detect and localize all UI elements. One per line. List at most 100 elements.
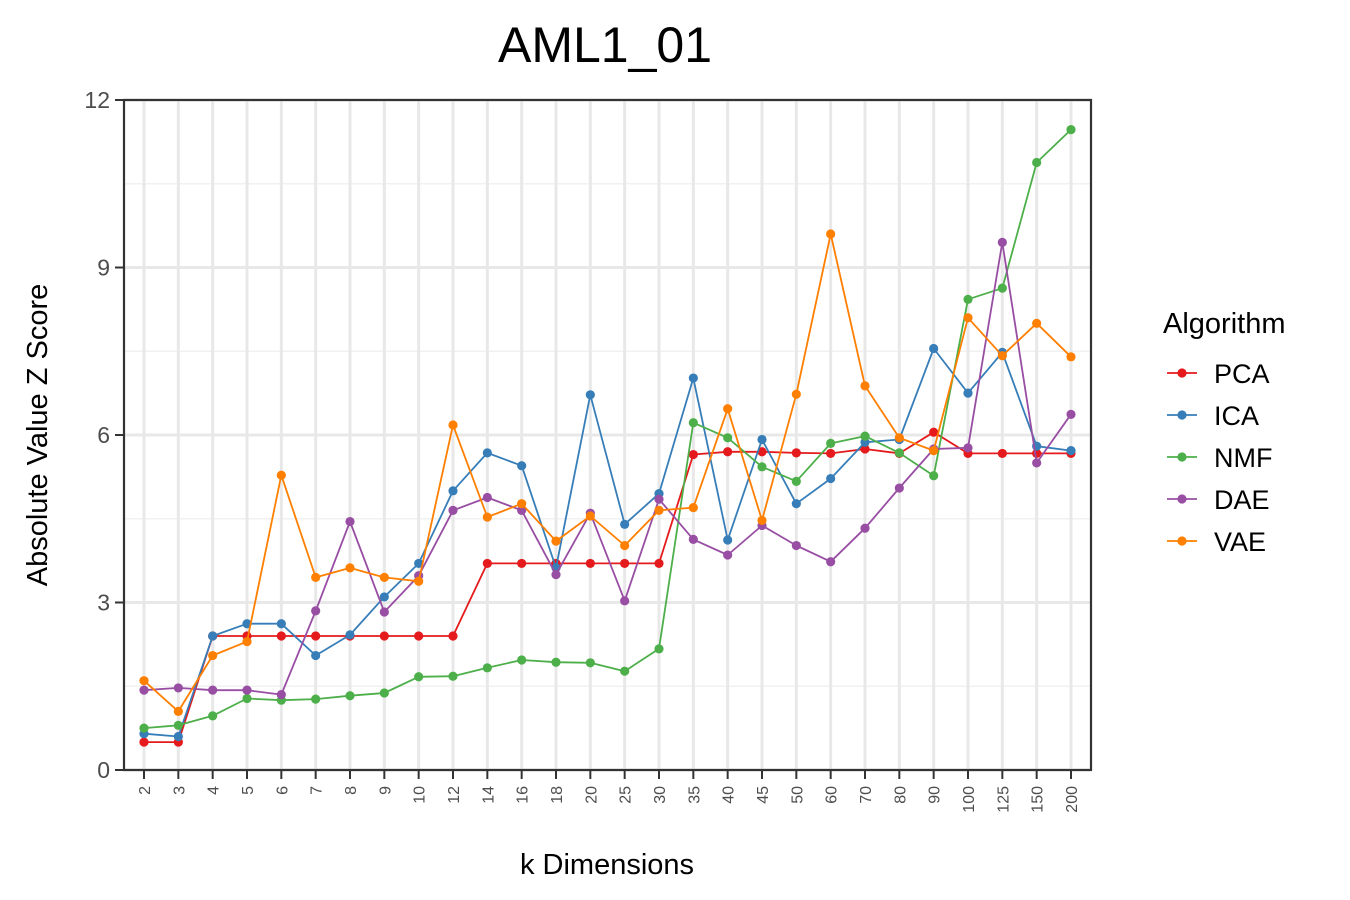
data-point-dae [139,685,149,695]
data-point-vae [929,446,939,456]
data-point-nmf [173,720,183,730]
data-point-pca [139,737,149,747]
data-point-pca [997,448,1007,459]
data-point-nmf [379,688,389,698]
data-point-nmf [997,283,1007,293]
legend-title: Algorithm [1163,308,1286,340]
data-point-nmf [791,476,801,486]
data-point-vae [620,540,630,551]
data-point-pca [517,558,527,569]
data-point-dae [173,683,183,693]
data-point-vae [551,536,561,546]
data-point-ica [585,390,595,400]
data-point-dae [551,569,561,580]
y-tick-label: 0 [97,757,110,783]
data-point-dae [826,557,836,567]
data-point-vae [963,313,973,323]
data-point-vae [688,502,698,513]
data-point-ica [276,619,286,629]
data-point-pca [620,558,630,569]
data-point-pca [448,631,458,641]
data-point-nmf [963,294,973,304]
x-tick-label: 45 [755,786,772,804]
data-point-pca [276,631,286,641]
y-tick-label: 9 [97,255,110,281]
legend-item-nmf: NMF [1167,443,1272,473]
legend-swatch-point [1177,536,1187,546]
data-point-pca [757,447,767,457]
data-point-nmf [860,431,870,441]
data-point-dae [517,505,527,515]
data-point-nmf [242,693,252,704]
data-point-dae [208,685,218,695]
data-point-dae [723,550,733,560]
legend-label: VAE [1214,527,1266,557]
data-point-vae [208,650,218,661]
data-point-ica [826,473,836,484]
data-point-nmf [757,462,767,472]
data-point-nmf [208,711,218,721]
y-axis-title: Absolute Value Z Score [22,284,54,587]
data-point-nmf [482,663,492,673]
data-point-dae [997,237,1007,247]
data-point-dae [688,534,698,545]
data-point-dae [860,523,870,533]
x-tick-label: 80 [892,786,909,804]
data-point-dae [620,596,630,606]
data-point-pca [791,448,801,458]
legend-swatch-point [1177,452,1187,462]
data-point-vae [723,404,733,414]
data-point-pca [688,449,698,460]
data-point-vae [242,636,252,647]
legend-label: ICA [1214,401,1259,431]
data-point-ica [379,592,389,602]
data-point-dae [311,606,321,616]
data-point-nmf [448,671,458,681]
grid-layer [124,98,1091,772]
data-point-dae [448,505,458,515]
legend-label: NMF [1214,443,1272,473]
x-tick-label: 25 [618,786,635,804]
data-point-vae [482,512,492,522]
data-point-vae [1066,352,1076,362]
legend-swatch-point [1177,494,1187,504]
data-point-pca [311,631,321,641]
y-tick-label: 6 [97,422,110,448]
legend-items: PCA ICA NMF DAE VAE [1167,359,1272,557]
data-point-ica [448,486,458,496]
x-tick-label: 4 [206,786,223,795]
data-point-vae [311,572,321,582]
data-point-nmf [688,418,698,428]
legend-item-dae: DAE [1167,485,1270,515]
data-point-dae [1032,458,1042,468]
data-point-vae [345,563,355,573]
x-tick-label: 150 [1030,786,1047,813]
data-point-pca [723,447,733,457]
x-tick-label: 5 [240,786,257,795]
data-point-pca [379,631,389,641]
legend-item-vae: VAE [1167,527,1266,557]
series-line-nmf [143,128,1072,729]
x-tick-label: 10 [412,786,429,804]
x-tick-label: 50 [789,786,806,804]
data-point-vae [139,676,149,686]
series-line-ica [143,347,1072,738]
data-point-ica [482,448,492,458]
chart-title: AML1_01 [498,17,712,73]
data-point-pca [585,558,595,569]
data-point-dae [276,690,286,700]
x-tick-label: 12 [446,786,463,804]
data-point-ica [929,343,939,354]
data-point-ica [963,388,973,398]
x-tick-label: 6 [274,786,291,795]
data-point-ica [723,535,733,545]
data-point-pca [414,631,424,641]
data-point-vae [414,576,424,586]
data-point-pca [929,427,939,437]
data-point-vae [448,420,458,430]
data-point-nmf [929,471,939,481]
data-point-vae [826,229,836,239]
data-point-nmf [551,657,561,667]
